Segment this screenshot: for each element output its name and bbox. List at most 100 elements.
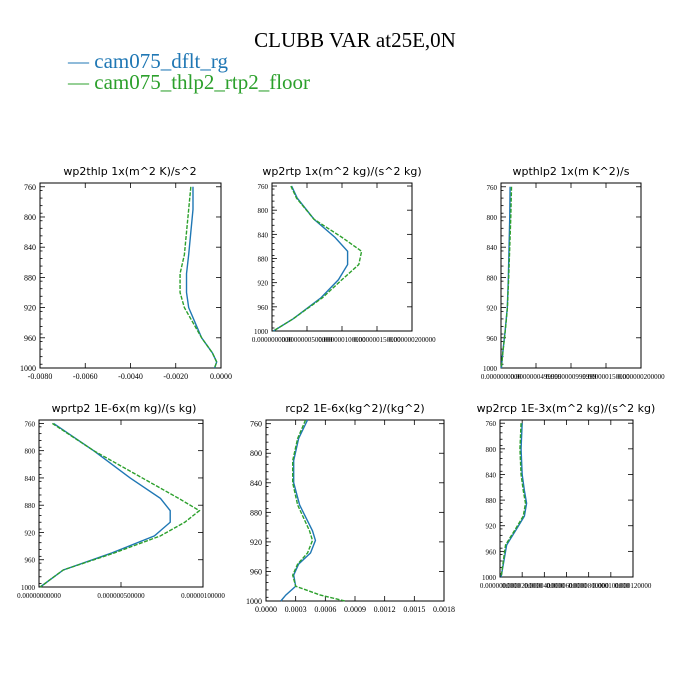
y-tick-label-6-4: 920 [486,523,497,531]
y-tick-label-2-4: 920 [258,280,269,288]
chart-panels: wp2thlp 1x(m^2 K)/s^2 760 800 840 880 920 960 1… [17,165,665,614]
series-line-5-1 [280,419,317,602]
panel-title-4: wprtp2 1E-6x(m kg)/(s kg) [52,402,197,415]
x-tick-label-6-0: 0.0000000000 [480,582,521,590]
plot-frame-2 [271,182,413,332]
x-tick-label-6-6: 0.000120000 [615,582,652,590]
plot-frame-3 [500,182,642,369]
chart-panel-2: wp2rtp 1x(m^2 kg)/(s^2 kg) 760 800 840 880 92… [252,165,436,344]
legend-label-1: cam075_dflt_rg [94,49,228,73]
x-tick-label-1-0: -0.0080 [28,372,53,381]
y-tick-label-2-5: 960 [258,304,269,312]
y-tick-label-4-4: 920 [25,529,36,537]
series-line-1-2 [179,186,218,369]
y-tick-label-2-0: 760 [258,183,269,191]
legend-dash-1: — [67,49,94,73]
legend-item-2: — cam075_thlp2_rtp2_floor [67,70,310,94]
y-tick-label-3-0: 760 [487,184,498,192]
y-tick-label-4-3: 880 [25,502,36,510]
series-line-6-2 [500,423,527,578]
chart-panel-5: rcp2 1E-6x(kg^2)/(kg^2) 760 800 840 880 920 96… [246,402,455,614]
y-tick-label-3-2: 840 [487,244,498,252]
y-tick-label-4-6: 1000 [21,584,36,592]
x-tick-label-5-6: 0.0018 [433,605,455,614]
y-tick-label-3-5: 960 [487,335,498,343]
panel-title-5: rcp2 1E-6x(kg^2)/(kg^2) [285,402,424,415]
y-tick-label-2-1: 800 [258,207,269,215]
panel-title-2: wp2rtp 1x(m^2 kg)/(s^2 kg) [262,165,421,178]
legend-dash-2: — [67,70,94,94]
x-tick-label-2-2: 0.000000100000 [318,336,366,344]
plot-frame-1 [39,182,222,369]
y-tick-label-3-1: 800 [487,214,498,222]
y-tick-label-1-6: 1000 [20,364,36,373]
series-line-2-2 [273,185,363,332]
y-tick-label-2-3: 880 [258,256,269,264]
chart-panel-1: wp2thlp 1x(m^2 K)/s^2 760 800 840 880 920 960 1… [20,165,232,381]
x-tick-label-5-5: 0.0015 [403,605,425,614]
series-line-2-1 [273,185,349,332]
x-tick-label-3-3: 0.000000150000 [582,373,630,381]
y-tick-label-6-3: 880 [486,497,497,505]
x-tick-label-5-3: 0.0009 [344,605,366,614]
y-tick-label-1-0: 760 [24,183,36,192]
x-tick-label-1-4: 0.0000 [210,372,232,381]
x-tick-label-1-3: -0.0020 [163,372,188,381]
y-tick-label-3-4: 920 [487,305,498,313]
plot-frame-4 [38,419,204,588]
y-tick-label-1-2: 840 [24,243,36,252]
x-tick-label-5-4: 0.0012 [374,605,396,614]
y-tick-label-6-2: 840 [486,471,497,479]
y-tick-label-5-6: 1000 [246,597,262,606]
legend-item-1: — cam075_dflt_rg [67,49,229,73]
y-tick-label-5-3: 880 [250,508,262,517]
figure-title: CLUBB VAR at25E,0N [254,28,456,52]
y-tick-label-1-1: 800 [24,213,36,222]
chart-panel-6: wp2rcp 1E-3x(m^2 kg)/(s^2 kg) 760 800 840 88… [477,402,656,590]
x-tick-label-4-2: 0.00000100000 [181,592,225,600]
x-tick-label-6-1: 0.0000200000 [502,582,543,590]
series-line-3-2 [500,186,513,369]
y-tick-label-4-5: 960 [25,557,36,565]
y-tick-label-1-3: 880 [24,273,36,282]
x-tick-label-2-1: 0.0000000500000 [282,336,333,344]
panel-title-1: wp2thlp 1x(m^2 K)/s^2 [63,165,196,178]
series-line-6-1 [500,423,528,578]
y-tick-label-4-1: 800 [25,448,36,456]
x-tick-label-6-4: 0.0000800000 [569,582,610,590]
y-tick-label-6-5: 960 [486,548,497,556]
y-tick-label-5-5: 960 [250,567,262,576]
series-line-5-2 [291,419,346,602]
y-tick-label-2-2: 840 [258,231,269,239]
x-tick-label-1-1: -0.0060 [73,372,98,381]
y-tick-label-5-2: 840 [250,479,262,488]
y-tick-label-3-6: 1000 [483,365,498,373]
y-tick-label-2-6: 1000 [254,328,269,336]
x-tick-label-2-0: 0.0000000000 [252,336,293,344]
x-tick-label-2-3: 0.000000150000 [353,336,401,344]
y-tick-label-5-0: 760 [250,420,262,429]
x-tick-label-3-0: 0.0000000000 [481,373,522,381]
y-tick-label-5-4: 920 [250,538,262,547]
x-tick-label-2-4: 0.000000200000 [388,336,436,344]
x-tick-label-3-1: 0.0000000499999 [511,373,562,381]
chart-panel-3: wpthlp2 1x(m K^2)/s 760 800 840 880 920 960 100… [481,165,665,381]
x-tick-label-4-0: 0.00000000000 [17,592,61,600]
y-tick-label-6-0: 760 [486,420,497,428]
y-tick-label-4-2: 840 [25,475,36,483]
x-tick-label-5-1: 0.0003 [285,605,307,614]
panel-title-6: wp2rcp 1E-3x(m^2 kg)/(s^2 kg) [477,402,656,415]
x-tick-label-5-0: 0.0000 [255,605,277,614]
y-tick-label-4-0: 760 [25,420,36,428]
legend-label-2: cam075_thlp2_rtp2_floor [94,70,310,94]
x-tick-label-1-2: -0.0040 [118,372,143,381]
series-line-4-1 [39,422,171,588]
x-tick-label-3-2: 0.0000000999999 [546,373,597,381]
y-tick-label-6-6: 1000 [482,574,497,582]
y-tick-label-1-5: 960 [24,334,36,343]
legend: — cam075_dflt_rg — cam075_thlp2_rtp2_flo… [67,49,310,94]
panel-title-3: wpthlp2 1x(m K^2)/s [513,165,630,178]
y-tick-label-5-1: 800 [250,449,262,458]
